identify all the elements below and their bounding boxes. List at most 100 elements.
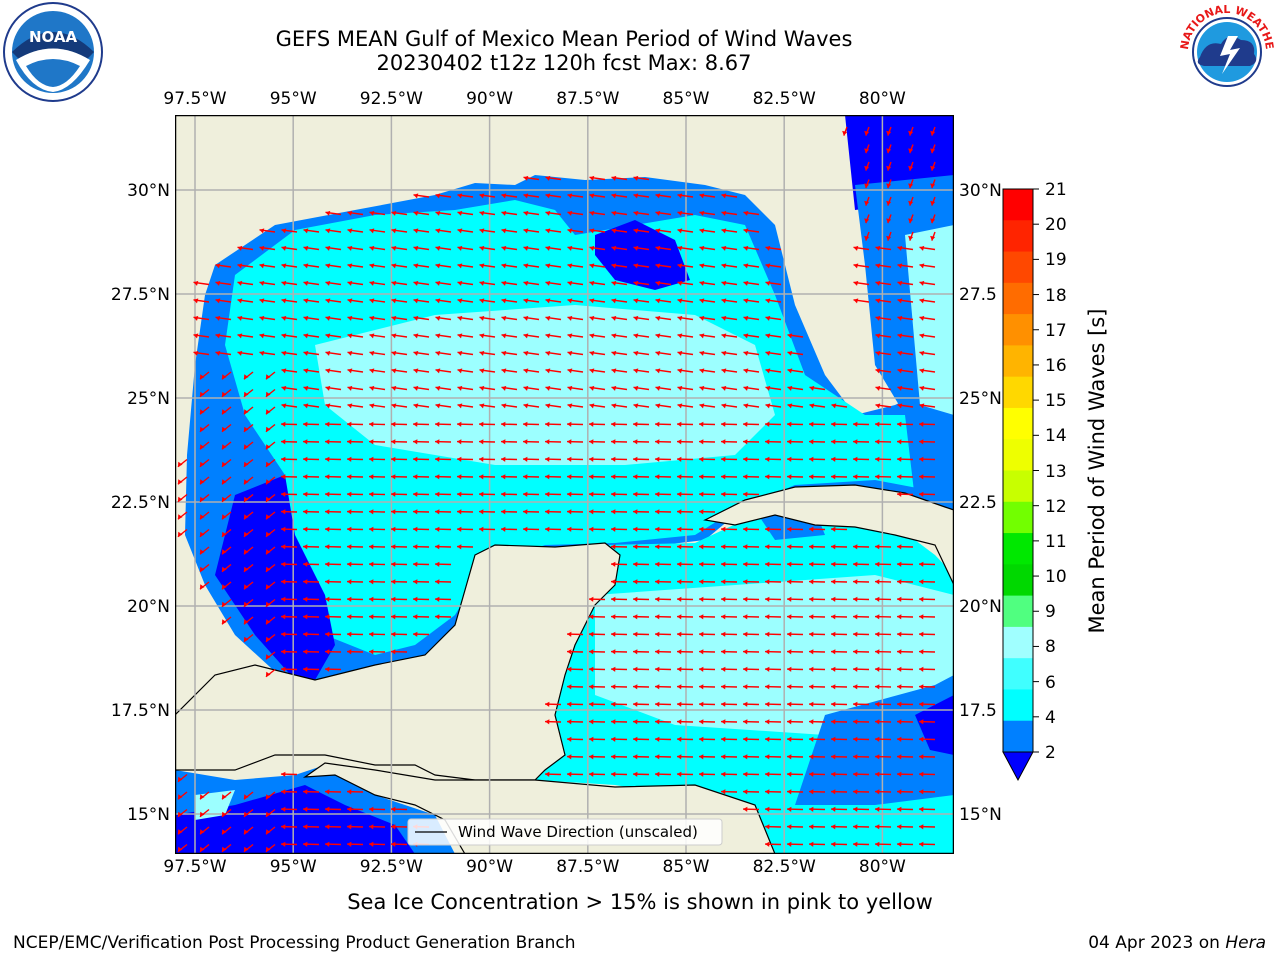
wave-direction-arrowhead <box>875 719 880 725</box>
wave-direction-arrowhead <box>677 421 682 427</box>
wave-direction-arrowhead <box>853 298 859 304</box>
wave-direction-arrowhead <box>897 544 902 550</box>
wave-direction-arrowhead <box>743 596 748 602</box>
wave-direction-arrowhead <box>611 175 617 181</box>
wave-direction-arrowhead <box>721 439 726 445</box>
wave-direction-arrowhead <box>501 439 506 445</box>
wave-direction-arrowhead <box>545 280 551 286</box>
wave-direction-arrowhead <box>369 614 374 620</box>
wave-direction-arrowhead <box>391 841 396 847</box>
wave-direction-arrowhead <box>215 315 221 321</box>
colorbar-tick-label: 17 <box>1045 320 1067 341</box>
wave-direction-arrowhead <box>633 771 638 777</box>
colorbar-segment <box>1003 189 1033 221</box>
wave-direction-arrowhead <box>655 439 660 445</box>
title-line-2: 20230402 t12z 120h fcst Max: 8.67 <box>376 51 752 75</box>
wave-direction-arrowhead <box>303 280 309 286</box>
wave-direction-arrowhead <box>391 210 397 216</box>
wave-direction-arrowhead <box>633 421 638 427</box>
wave-direction-arrowhead <box>886 200 892 206</box>
wave-direction-arrowhead <box>655 385 661 391</box>
lat-tick-label: 20°N <box>959 597 1002 617</box>
wave-direction-arrowhead <box>369 526 374 532</box>
wave-direction-arrowhead <box>633 193 639 199</box>
wave-direction-arrowhead <box>743 368 749 374</box>
wave-direction-arrowhead <box>391 368 397 374</box>
wave-direction-arrowhead <box>853 684 858 690</box>
apalachee-dark <box>595 220 690 290</box>
wave-direction-arrowhead <box>589 385 595 391</box>
wave-direction-arrowhead <box>237 315 243 321</box>
wave-direction-arrowhead <box>633 263 639 269</box>
wave-direction-arrowhead <box>787 754 792 760</box>
lon-tick-label: 92.5°W <box>359 857 423 877</box>
wave-direction-arrowhead <box>325 298 331 304</box>
wave-direction-arrowhead <box>677 596 682 602</box>
wave-direction-arrowhead <box>908 218 914 224</box>
wave-direction-arrowhead <box>369 333 375 339</box>
wave-direction-arrowhead <box>809 614 814 620</box>
wave-direction-arrowhead <box>875 333 881 339</box>
wave-direction-arrowhead <box>413 280 419 286</box>
wave-direction-arrowhead <box>930 165 936 171</box>
lon-tick-label: 82.5°W <box>752 857 816 877</box>
wave-direction-arrowhead <box>281 439 286 445</box>
wave-direction-arrowhead <box>677 245 683 251</box>
wave-direction-arrowhead <box>765 736 770 742</box>
wave-direction-arrowhead <box>479 403 485 409</box>
wave-direction-arrowhead <box>501 193 507 199</box>
wave-direction-arrowhead <box>221 461 227 467</box>
wave-direction-arrowhead <box>545 456 550 462</box>
wave-direction-arrowhead <box>303 439 308 445</box>
wave-direction-arrowhead <box>369 649 374 655</box>
wave-direction-arrowhead <box>193 315 199 321</box>
wave-direction-arrowhead <box>919 491 924 497</box>
wave-direction-arrowhead <box>435 439 440 445</box>
wave-direction-arrowhead <box>743 456 748 462</box>
wave-direction-arrowhead <box>633 754 638 760</box>
wave-direction-arrowhead <box>347 649 352 655</box>
wave-direction-arrowhead <box>325 403 331 409</box>
wave-direction-arrowhead <box>545 421 550 427</box>
wave-direction-arrowhead <box>897 385 903 391</box>
wave-direction-arrowhead <box>743 385 749 391</box>
wave-direction-arrowhead <box>743 579 748 585</box>
wave-direction-arrowhead <box>699 561 704 567</box>
wave-direction-arrowhead <box>369 315 375 321</box>
wave-direction-arrowhead <box>589 315 595 321</box>
wave-direction-arrowhead <box>655 526 660 532</box>
wave-direction-arrowhead <box>413 579 418 585</box>
wave-direction-arrowhead <box>545 701 550 707</box>
map-legend: Wind Wave Direction (unscaled) <box>407 818 723 846</box>
wave-direction-arrowhead <box>743 228 749 234</box>
wave-direction-arrowhead <box>589 263 595 269</box>
lon-tick-label: 85°W <box>662 857 710 877</box>
wave-direction-arrowhead <box>303 315 309 321</box>
wave-direction-arrowhead <box>919 474 924 480</box>
wave-direction-arrowhead <box>435 333 441 339</box>
wave-direction-arrowhead <box>743 350 749 356</box>
wave-direction-arrowhead <box>633 474 638 480</box>
legend-text: Wind Wave Direction (unscaled) <box>458 823 698 841</box>
wave-direction-arrowhead <box>831 841 836 847</box>
wave-direction-arrowhead <box>281 614 286 620</box>
title-line-1: GEFS MEAN Gulf of Mexico Mean Period of … <box>275 27 853 51</box>
wave-direction-arrowhead <box>369 245 375 251</box>
wave-direction-arrowhead <box>699 193 705 199</box>
wave-direction-arrowhead <box>765 824 770 830</box>
wave-direction-arrowhead <box>325 474 330 480</box>
wave-direction-arrowhead <box>787 824 792 830</box>
wave-direction-arrowhead <box>699 228 705 234</box>
wave-direction-arrowhead <box>391 280 397 286</box>
wave-direction-arrowhead <box>633 491 638 497</box>
wave-direction-arrowhead <box>567 474 572 480</box>
wave-direction-arrowhead <box>765 439 770 445</box>
wave-direction-arrowhead <box>699 280 705 286</box>
wave-direction-arrowhead <box>743 474 748 480</box>
wave-direction-arrowhead <box>809 579 814 585</box>
atlantic-light <box>905 225 954 415</box>
wave-direction-arrowhead <box>897 789 902 795</box>
wave-direction-arrowhead <box>655 631 660 637</box>
wave-direction-arrowhead <box>699 631 704 637</box>
wave-direction-arrowhead <box>523 403 529 409</box>
